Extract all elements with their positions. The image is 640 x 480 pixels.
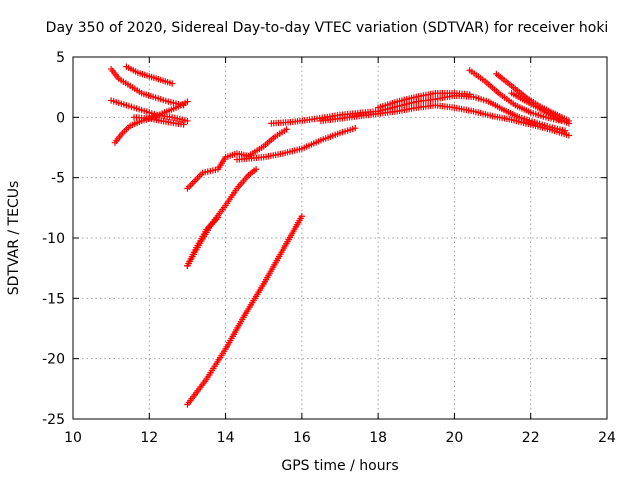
y-tick-label: -25 [42,412,65,428]
y-tick-label: -15 [42,291,65,307]
data-point [466,91,473,98]
data-point [214,214,222,221]
data-point [252,166,260,173]
x-tick-label: 12 [140,430,158,446]
series-arc-n [466,67,565,125]
series-arc-h [184,214,222,269]
x-tick-label: 20 [446,430,464,446]
x-tick-label: 22 [522,430,540,446]
x-axis-label: GPS time / hours [281,458,398,474]
series-arc-i [184,213,306,408]
x-tick-label: 18 [369,430,387,446]
y-tick-label: -20 [42,352,65,368]
y-tick-label: -10 [42,231,65,247]
chart-title: Day 350 of 2020, Sidereal Day-to-day VTE… [46,20,609,36]
plot-border [72,56,608,420]
data-point [184,98,191,105]
series-arc-m [374,90,473,111]
axis-ticks: 10 12 14 16 18 20 22 24 -25 -20 -15 -10 -5 0 5 [42,50,616,446]
series-arc-e [130,114,187,128]
x-tick-label: 24 [598,430,616,446]
y-tick-label: 5 [56,50,65,66]
data-point [561,127,569,134]
series-arc-d [111,98,191,146]
y-tick-label: -5 [51,171,65,187]
data-point [168,80,176,87]
series-arc-p [508,90,573,127]
data-point [283,126,290,133]
x-tick-label: 14 [217,430,235,446]
data-points [107,63,573,408]
data-point [565,120,573,127]
series-arc-c [107,97,191,125]
series-arc-b [123,63,176,87]
y-axis-label: SDTVAR / TECUs [6,181,22,296]
data-point [352,124,359,132]
x-tick-label: 10 [64,430,82,446]
series-arc-l [317,102,573,139]
data-point [565,132,573,139]
series-arc-j [233,124,359,163]
x-tick-label: 16 [293,430,311,446]
data-point [184,117,191,125]
series-arc-f [184,126,290,192]
y-tick-label: 0 [56,110,65,126]
data-point [180,121,187,128]
data-point [298,213,306,220]
series-arc-a [107,65,187,109]
